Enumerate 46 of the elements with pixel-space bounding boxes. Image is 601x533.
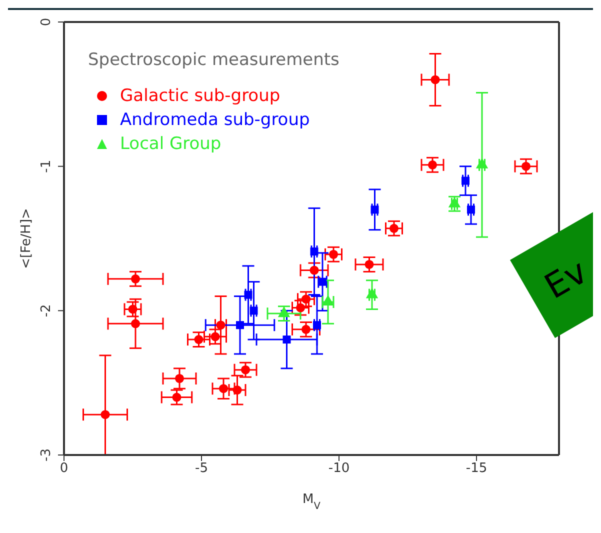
point [100,410,110,420]
y-tick-label: -2 [39,304,54,318]
point [301,294,311,304]
point [282,336,291,344]
point [364,260,374,269]
point [130,319,140,328]
point [389,224,399,233]
point [462,176,470,185]
legend-label: Local Group [120,133,222,156]
annotation: Ev [538,252,594,308]
y-tick-label: -1 [39,160,54,173]
point [250,306,258,315]
point [301,324,311,334]
point [310,266,319,275]
x-tick-label: -5 [195,461,208,476]
point [240,365,250,374]
x-tick-label: -10 [328,461,350,476]
point [370,206,379,214]
point [521,162,531,171]
legend-label: Andromeda sub-group [120,109,310,132]
point [318,278,326,286]
point [244,290,252,299]
point [218,384,228,394]
legend-title: Spectroscopic measurements [88,50,340,70]
x-tick-label: 0 [60,461,68,476]
x-tick-label: -15 [466,461,488,476]
point [130,274,140,284]
y-axis-title: <[Fe/H]> [19,208,34,269]
point [172,392,182,402]
y-tick-label: 0 [39,18,54,26]
y-tick-label: -3 [39,448,54,462]
x-axis-title: M$_{V}$ [302,492,321,512]
point [232,386,242,395]
legend-label: Galactic sub-group [120,85,280,108]
point [467,206,475,214]
point [236,321,244,330]
point [428,160,438,170]
point [430,75,440,84]
point [128,304,138,314]
point [328,250,338,259]
point [313,321,321,330]
point [210,332,220,342]
point [296,303,306,312]
point [310,247,318,256]
point [194,335,204,344]
point [174,374,184,384]
